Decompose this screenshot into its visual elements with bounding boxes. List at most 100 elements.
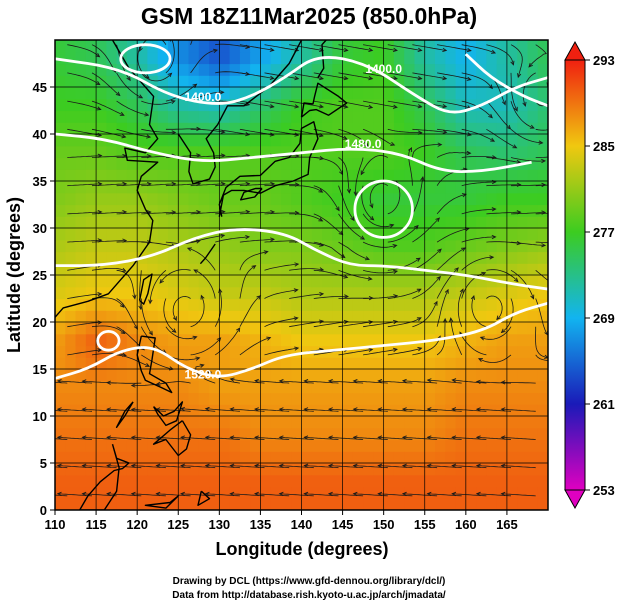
heatmap-cell <box>239 204 251 217</box>
heatmap-cell <box>363 498 374 510</box>
heatmap-cell <box>168 134 179 147</box>
streamline <box>459 332 487 356</box>
heatmap-cell <box>188 392 200 405</box>
streamline-arrow <box>459 288 464 294</box>
heatmap-cell <box>445 134 457 147</box>
heatmap-cell <box>270 110 282 123</box>
heatmap-cell <box>219 275 231 288</box>
streamline-arrow <box>475 407 481 412</box>
heatmap-cell <box>126 75 138 88</box>
heatmap-cell <box>486 204 498 217</box>
heatmap-cell <box>506 463 518 476</box>
heatmap-cell <box>414 486 426 499</box>
streamline <box>535 269 548 281</box>
heatmap-cell <box>291 286 303 300</box>
streamline-arrow <box>392 244 398 249</box>
heatmap-cell <box>85 439 97 452</box>
heatmap-cell <box>301 369 313 382</box>
streamline <box>510 100 535 129</box>
heatmap-cell <box>85 392 97 405</box>
heatmap-cell <box>342 228 354 241</box>
heatmap-cell <box>506 192 518 206</box>
streamline <box>437 100 471 109</box>
heatmap-cell <box>352 263 364 276</box>
heatmap-cell <box>157 75 169 88</box>
streamline <box>412 72 447 80</box>
heatmap-cell <box>137 404 149 417</box>
heatmap-cell <box>445 122 457 135</box>
heatmap-cell <box>229 275 241 288</box>
streamline <box>501 298 514 333</box>
heatmap-cell <box>506 63 518 76</box>
streamline-arrow <box>96 106 102 111</box>
heatmap-cell <box>322 298 333 311</box>
streamline-arrow <box>229 435 235 440</box>
heatmap-cell <box>383 87 395 100</box>
heatmap-cell <box>311 263 323 276</box>
heatmap-cell <box>260 286 272 300</box>
heatmap-cell <box>537 263 548 276</box>
streamline-arrow <box>513 277 519 283</box>
heatmap-cell <box>393 40 405 53</box>
heatmap-cell <box>332 251 344 264</box>
heatmap-cell <box>250 98 261 112</box>
heatmap-cell <box>383 380 395 394</box>
heatmap-cell <box>291 157 303 170</box>
heatmap-cell <box>126 110 138 123</box>
heatmap-cell <box>209 486 220 499</box>
heatmap-cell <box>352 122 364 135</box>
heatmap-cell <box>332 157 344 170</box>
heatmap-cell <box>373 134 385 147</box>
heatmap-cell <box>435 404 446 417</box>
heatmap-cell <box>188 357 200 370</box>
heatmap-cell <box>126 310 138 323</box>
heatmap-cell <box>188 310 200 323</box>
heatmap-cell <box>55 474 66 488</box>
streamline <box>510 128 543 144</box>
heatmap-cell <box>373 451 385 464</box>
heatmap-cell <box>250 392 261 405</box>
streamline-arrow <box>33 436 37 439</box>
heatmap-cell <box>424 122 436 135</box>
heatmap-cell <box>96 228 107 241</box>
heatmap-cell <box>281 216 292 229</box>
heatmap-cell <box>55 369 66 382</box>
heatmap-cell <box>250 286 261 300</box>
heatmap-cell <box>445 333 457 347</box>
heatmap-cell <box>506 427 518 441</box>
heatmap-cell <box>291 110 303 123</box>
heatmap-cell <box>476 427 487 441</box>
heatmap-cell <box>332 439 344 452</box>
streamline <box>304 408 339 412</box>
heatmap-cell <box>455 451 467 464</box>
heatmap-cell <box>219 51 231 65</box>
heatmap-cell <box>270 98 282 112</box>
streamline-arrow <box>263 250 269 255</box>
streamline <box>279 380 314 384</box>
heatmap-cell <box>352 75 364 88</box>
heatmap-cell <box>85 369 97 382</box>
heatmap-cell <box>537 439 548 452</box>
heatmap-cell <box>239 157 251 170</box>
heatmap-cell <box>383 122 395 135</box>
streamline-arrow <box>466 76 472 81</box>
heatmap-cell <box>219 486 231 499</box>
heatmap-cell <box>455 392 467 405</box>
heatmap-cell <box>496 427 508 441</box>
heatmap-cell <box>517 439 529 452</box>
heatmap-cell <box>373 239 385 253</box>
streamline <box>107 493 142 497</box>
streamline <box>436 289 449 327</box>
heatmap-cell <box>311 380 323 394</box>
coastline <box>138 273 153 305</box>
heatmap-cell <box>414 181 426 194</box>
heatmap-cell <box>352 427 364 441</box>
heatmap-cell <box>476 310 487 323</box>
heatmap-cell <box>106 380 118 394</box>
heatmap-cell <box>116 369 128 382</box>
heatmap-cell <box>65 427 77 441</box>
heatmap-cell <box>455 380 467 394</box>
heatmap-cell <box>383 75 395 88</box>
heatmap-cell <box>281 51 292 65</box>
